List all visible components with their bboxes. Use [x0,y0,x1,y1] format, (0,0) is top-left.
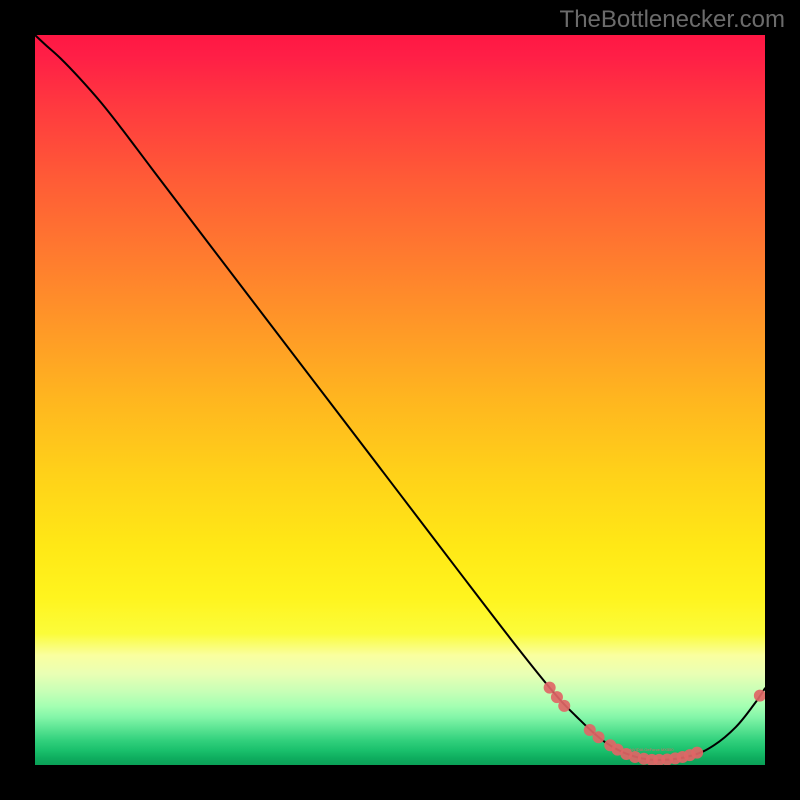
data-marker [558,700,570,712]
attribution-text: TheBottlenecker.com [560,6,785,34]
plot-background [35,35,765,765]
data-marker [544,682,556,694]
data-marker [691,747,703,759]
plot-svg: NVIDIA GeForce MX550 [35,35,765,765]
plot-area: NVIDIA GeForce MX550 [35,35,765,765]
data-marker [593,731,605,743]
attribution-label: TheBottlenecker.com [560,6,785,33]
series-label: NVIDIA GeForce MX550 [630,747,674,752]
